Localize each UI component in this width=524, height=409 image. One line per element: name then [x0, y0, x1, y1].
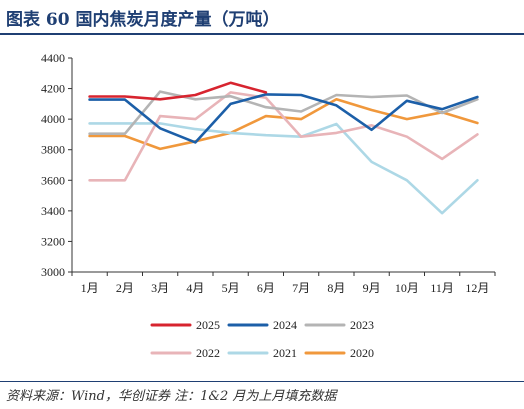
series-line-2024 — [88, 93, 479, 144]
y-tick-label: 3400 — [41, 204, 65, 218]
x-tick-label: 7月 — [292, 281, 310, 295]
x-tick-label: 1月 — [81, 281, 99, 295]
x-tick-label: 6月 — [257, 281, 275, 295]
title-divider — [0, 33, 524, 35]
y-tick-label: 4400 — [41, 51, 65, 65]
x-tick-label: 12月 — [465, 281, 489, 295]
legend-label-2021: 2021 — [273, 346, 297, 360]
y-tick-label: 4000 — [41, 112, 65, 126]
x-tick-label: 8月 — [327, 281, 345, 295]
y-tick-label: 3600 — [41, 173, 65, 187]
y-tick-label: 3800 — [41, 143, 65, 157]
legend-label-2020: 2020 — [350, 346, 374, 360]
chart-title: 图表 60 国内焦炭月度产量（万吨） — [6, 10, 280, 30]
legend-label-2024: 2024 — [273, 318, 297, 332]
source-note: 资料来源：Wind，华创证券 注：1&2 月为上月填充数据 — [6, 389, 337, 404]
series-line-2022 — [88, 91, 479, 182]
x-tick-label: 10月 — [395, 281, 419, 295]
x-tick-label: 3月 — [151, 281, 169, 295]
x-tick-label: 9月 — [363, 281, 381, 295]
series-line-2025 — [88, 81, 268, 101]
y-tick-label: 4200 — [41, 82, 65, 96]
x-tick-label: 2月 — [116, 281, 134, 295]
line-chart: 3000 3200 3400 3600 3800 4000 4200 4400 1月 2月 3月 4月… — [41, 51, 496, 360]
x-tick-label: 4月 — [186, 281, 204, 295]
title-bar: 图表 60 国内焦炭月度产量（万吨） — [0, 0, 524, 35]
y-tick-label: 3200 — [41, 234, 65, 248]
source-divider — [0, 381, 524, 382]
legend-label-2023: 2023 — [350, 318, 374, 332]
legend-label-2025: 2025 — [196, 318, 220, 332]
legend-label-2022: 2022 — [196, 346, 220, 360]
y-tick-label: 3000 — [41, 265, 65, 279]
x-tick-label: 5月 — [222, 281, 240, 295]
x-tick-label: 11月 — [430, 281, 454, 295]
